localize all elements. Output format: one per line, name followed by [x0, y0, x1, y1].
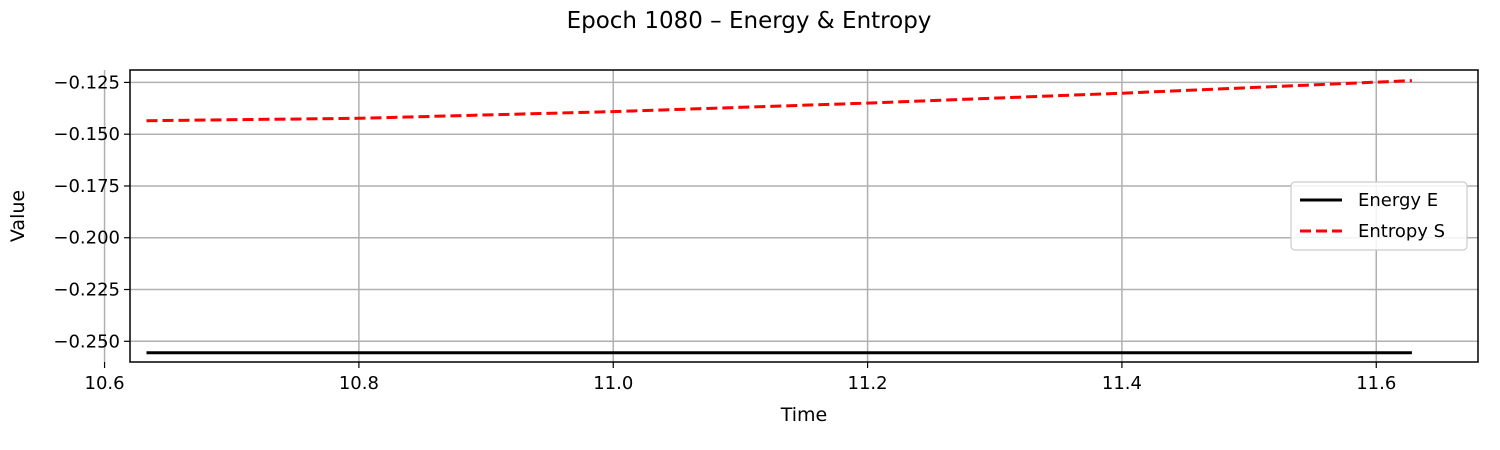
y-tick-label: −0.200	[53, 228, 120, 249]
chart-title: Epoch 1080 – Energy & Entropy	[567, 8, 932, 34]
y-axis-label: Value	[7, 190, 29, 242]
legend-label: Entropy S	[1358, 221, 1445, 242]
plot-area	[129, 69, 1479, 363]
y-tick-label: −0.150	[53, 124, 120, 145]
y-tick-label: −0.250	[53, 331, 120, 352]
x-tick-label: 11.6	[1356, 373, 1396, 394]
y-tick-label: −0.125	[53, 72, 120, 93]
x-tick-label: 10.8	[339, 373, 379, 394]
x-tick-label: 11.2	[848, 373, 888, 394]
x-tick-label: 10.6	[85, 373, 125, 394]
y-tick-label: −0.225	[53, 280, 120, 301]
y-axis-ticks: −0.125 −0.150 −0.175 −0.200 −0.225 −0.250	[53, 72, 130, 352]
legend-label: Energy E	[1358, 190, 1438, 211]
plot-series	[146, 79, 1412, 355]
grid	[103, 70, 1478, 362]
x-tick-label: 11.0	[593, 373, 633, 394]
legend: Energy E Entropy S	[1290, 181, 1468, 251]
series-line-2	[146, 79, 1412, 123]
x-axis-ticks: 10.6 10.8 11.0 11.2 11.4 11.6	[85, 362, 1396, 394]
x-axis-label: Time	[780, 404, 828, 426]
x-tick-label: 11.4	[1102, 373, 1142, 394]
y-tick-label: −0.175	[53, 176, 120, 197]
